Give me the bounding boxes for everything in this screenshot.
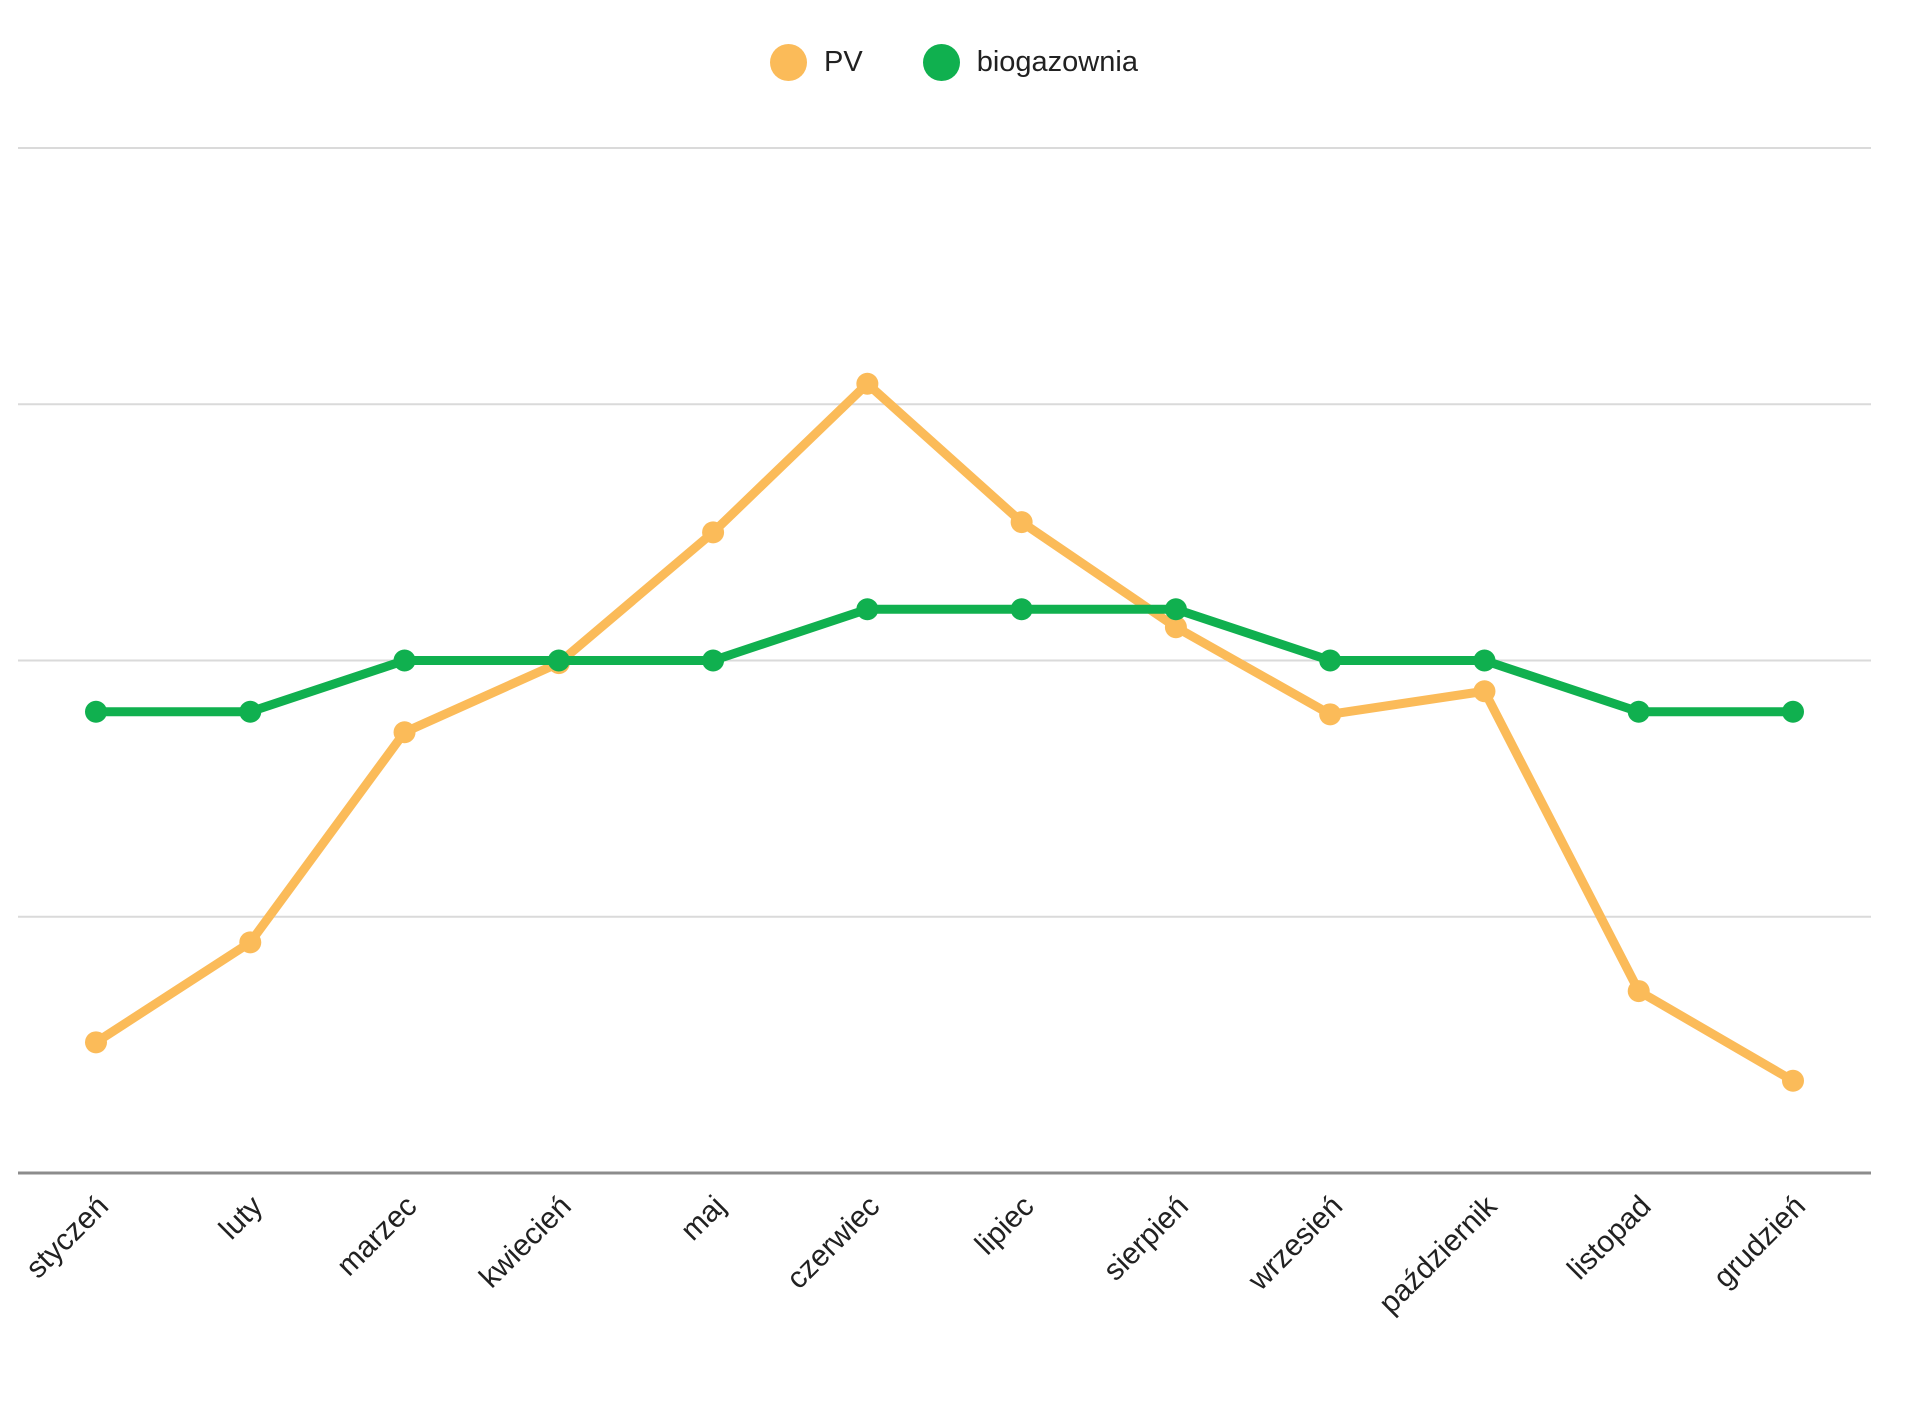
data-point-biogazownia-grudzień[interactable] bbox=[1782, 700, 1804, 723]
data-point-biogazownia-czerwiec[interactable] bbox=[856, 598, 879, 621]
biogazownia-legend-label: biogazownia bbox=[976, 46, 1138, 78]
x-axis-label-wrzesień: wrzesień bbox=[1241, 1190, 1349, 1298]
x-axis-label-kwiecień: kwiecień bbox=[473, 1190, 578, 1295]
x-axis-labels-group: styczeń luty marzec kwiecień maj czerwiec lipi… bbox=[20, 1189, 1812, 1320]
pv-legend-label: PV bbox=[824, 46, 863, 78]
x-axis-label-sierpień: sierpień bbox=[1097, 1190, 1195, 1288]
data-point-PV-wrzesień[interactable] bbox=[1319, 703, 1342, 726]
legend-item-pv[interactable]: PV bbox=[770, 44, 863, 81]
x-axis-label-maj: maj bbox=[675, 1190, 733, 1248]
data-point-biogazownia-wrzesień[interactable] bbox=[1319, 649, 1342, 672]
data-point-PV-maj[interactable] bbox=[702, 521, 725, 544]
data-point-biogazownia-listopad[interactable] bbox=[1627, 700, 1650, 723]
x-axis-label-styczeń: styczeń bbox=[20, 1190, 115, 1285]
data-point-biogazownia-sierpień[interactable] bbox=[1164, 598, 1187, 621]
gridlines-group bbox=[18, 147, 1871, 918]
data-point-PV-sierpień[interactable] bbox=[1164, 616, 1187, 639]
x-axis-label-październik: październik bbox=[1373, 1189, 1504, 1320]
x-axis-label-luty: luty bbox=[213, 1190, 269, 1246]
data-point-biogazownia-luty[interactable] bbox=[239, 700, 262, 723]
data-point-PV-luty[interactable] bbox=[239, 931, 262, 954]
x-axis-label-marzec: marzec bbox=[331, 1190, 424, 1283]
data-point-PV-styczeń[interactable] bbox=[85, 1031, 107, 1054]
pv-series-swatch-icon bbox=[770, 44, 808, 81]
data-point-biogazownia-lipiec[interactable] bbox=[1010, 598, 1033, 621]
data-point-PV-październik[interactable] bbox=[1473, 680, 1496, 703]
data-point-PV-grudzień[interactable] bbox=[1782, 1069, 1804, 1092]
series-line-biogazownia bbox=[91, 604, 1798, 717]
series-biogazownia bbox=[85, 598, 1804, 723]
x-axis-label-lipiec: lipiec bbox=[969, 1190, 1041, 1262]
data-point-PV-lipiec[interactable] bbox=[1010, 511, 1033, 534]
data-point-PV-listopad[interactable] bbox=[1627, 980, 1650, 1003]
data-point-biogazownia-kwiecień[interactable] bbox=[547, 649, 570, 672]
data-point-PV-czerwiec[interactable] bbox=[856, 372, 879, 395]
data-point-biogazownia-marzec[interactable] bbox=[393, 649, 416, 672]
biogazownia-series-swatch-icon bbox=[922, 44, 960, 81]
x-axis-label-czerwiec: czerwiec bbox=[780, 1190, 886, 1296]
data-point-biogazownia-październik[interactable] bbox=[1473, 649, 1496, 672]
series-line-PV bbox=[91, 379, 1798, 1086]
legend-item-biogazownia[interactable]: biogazownia bbox=[922, 44, 1138, 81]
series-PV bbox=[85, 372, 1804, 1092]
data-point-biogazownia-maj[interactable] bbox=[702, 649, 725, 672]
data-point-PV-marzec[interactable] bbox=[393, 721, 416, 744]
data-point-biogazownia-styczeń[interactable] bbox=[85, 700, 107, 723]
chart-legend: PV biogazownia bbox=[0, 44, 1908, 81]
x-axis-label-grudzień: grudzień bbox=[1707, 1190, 1812, 1295]
x-axis-label-listopad: listopad bbox=[1561, 1190, 1657, 1286]
